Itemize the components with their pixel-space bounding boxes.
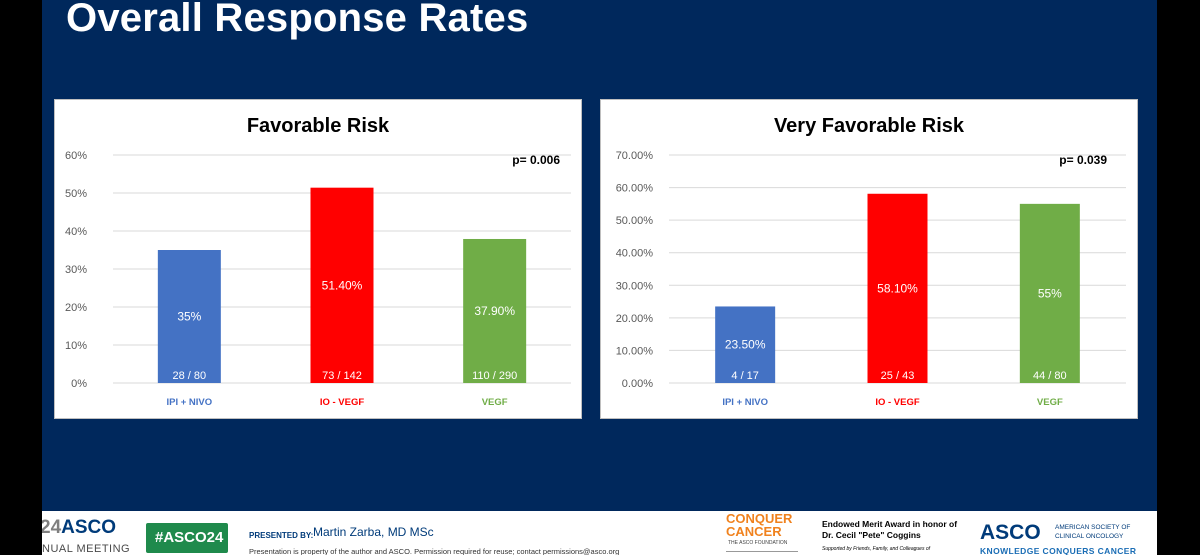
bar (715, 306, 776, 383)
hashtag-text: #ASCO24 (155, 529, 224, 546)
x-category-label: IO - VEGF (875, 397, 920, 408)
y-tick-label: 30% (65, 264, 87, 276)
bar-value-label: 23.50% (725, 338, 766, 352)
bar-value-label: 35% (177, 310, 201, 324)
y-tick-label: 60.00% (616, 183, 654, 195)
y-tick-label: 60% (65, 150, 87, 162)
meeting-logo-year: 24 (42, 517, 62, 538)
p-value-annotation: p= 0.039 (1059, 153, 1107, 167)
bar-count-label: 4 / 17 (731, 370, 759, 382)
x-category-label: IPI + NIVO (166, 397, 212, 408)
y-tick-label: 40% (65, 226, 87, 238)
y-tick-label: 10.00% (616, 345, 654, 357)
conquer-cancer-sub: THE ASCO FOUNDATION (728, 540, 788, 546)
x-category-label: VEGF (1037, 397, 1063, 408)
conquer-cancer-line2: CANCER (726, 524, 782, 539)
footer-bar: 24ASCO NUAL MEETING #ASCO24 PRESENTED BY… (42, 511, 1157, 555)
conquer-divider (726, 551, 798, 552)
meeting-logo: 24ASCO (42, 517, 116, 539)
disclaimer-text: Presentation is property of the author a… (249, 547, 620, 555)
y-tick-label: 10% (65, 340, 87, 352)
chart-panel-very-favorable-risk: Very Favorable Risk 0.00% 10.00% 20.00% 30.0… (600, 99, 1138, 419)
bar-count-label: 110 / 290 (472, 370, 517, 382)
p-value-annotation: p= 0.006 (512, 153, 560, 167)
bar (463, 238, 527, 383)
y-tick-label: 30.00% (616, 280, 654, 292)
asco-full-name-line1: AMERICAN SOCIETY OF (1055, 524, 1131, 531)
chart-title: Very Favorable Risk (774, 115, 965, 137)
bar-count-label: 44 / 80 (1033, 370, 1067, 382)
right-edge-strip (1157, 0, 1200, 555)
award-line-1: Endowed Merit Award in honor of (822, 519, 958, 529)
meeting-logo-subtitle: NUAL MEETING (42, 543, 131, 555)
bar (310, 187, 374, 383)
conquer-cancer-line1: CONQUER (726, 511, 793, 526)
bar-count-label: 73 / 142 (322, 370, 362, 382)
bar (157, 250, 221, 383)
chart-panel-favorable-risk: Favorable Risk 0% 10% 20% 30% 40% 50% 60% 35% 28 … (54, 99, 582, 419)
chart-favorable-risk: Favorable Risk 0% 10% 20% 30% 40% 50% 60% 35% 28 … (65, 115, 571, 408)
asco-full-name-line2: CLINICAL ONCOLOGY (1055, 533, 1124, 540)
bar-value-label: 58.10% (877, 281, 918, 295)
hashtag-badge: #ASCO24 (146, 523, 228, 553)
y-tick-label: 20% (65, 302, 87, 314)
meeting-logo-brand: ASCO (61, 517, 117, 538)
asco-tagline: KNOWLEDGE CONQUERS CANCER (980, 546, 1137, 555)
bar-value-label: 55% (1038, 286, 1062, 300)
bar (1019, 203, 1080, 383)
bar-value-label: 51.40% (322, 278, 363, 292)
y-tick-label: 0.00% (622, 378, 653, 390)
y-tick-label: 40.00% (616, 248, 654, 260)
y-tick-label: 20.00% (616, 313, 654, 325)
chart-title: Favorable Risk (247, 115, 390, 137)
bar-count-label: 28 / 80 (173, 370, 207, 382)
x-category-label: IPI + NIVO (722, 397, 768, 408)
y-tick-label: 0% (71, 378, 87, 390)
y-tick-label: 50% (65, 188, 87, 200)
bar-count-label: 25 / 43 (881, 370, 915, 382)
chart-very-favorable-risk: Very Favorable Risk 0.00% 10.00% 20.00% 30.0… (616, 115, 1126, 408)
bar (867, 193, 928, 383)
slide-title: Overall Response Rates (66, 0, 529, 40)
x-category-label: IO - VEGF (320, 397, 365, 408)
y-tick-label: 70.00% (616, 150, 654, 162)
presented-by-label: PRESENTED BY: (249, 531, 314, 540)
bar-value-label: 37.90% (474, 304, 515, 318)
x-category-label: VEGF (482, 397, 508, 408)
y-tick-label: 50.00% (616, 215, 654, 227)
award-line-3: Supported by Friends, Family, and Collea… (822, 546, 931, 552)
presenter-name: Martin Zarba, MD MSc (313, 525, 434, 539)
award-line-2: Dr. Cecil "Pete" Coggins (822, 530, 921, 540)
asco-logo: ASCO (980, 521, 1041, 544)
slide: Overall Response Rates Favorable Risk 0% 1… (42, 0, 1157, 555)
